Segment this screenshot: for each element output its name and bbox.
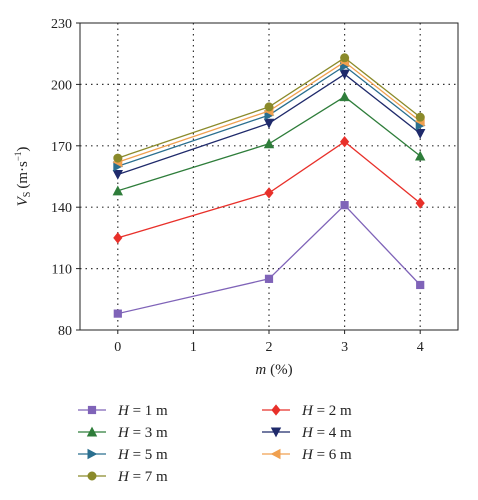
y-tick-label: 110 (52, 263, 72, 278)
data-point (263, 138, 275, 149)
grid-lines (80, 23, 458, 330)
data-point (340, 201, 349, 210)
y-tick-label: 140 (51, 201, 72, 216)
data-point (340, 136, 350, 148)
legend: H = 1 m H = 2 m H = 3 m H = 4 m H = 5 m H = 6… (78, 403, 352, 485)
x-tick-label: 3 (341, 340, 348, 355)
data-point (416, 280, 425, 290)
legend-item: H = 2 m (262, 403, 352, 419)
x-axis-ticks: 0 1 2 3 4 (114, 330, 424, 355)
legend-label: H = 3 m (117, 425, 168, 441)
legend-label: H = 1 m (117, 403, 168, 419)
series-line (117, 57, 421, 159)
data-point (339, 91, 350, 102)
series-5 (113, 60, 426, 172)
y-tick-label: 80 (58, 324, 72, 339)
series-line (117, 73, 421, 176)
legend-label: H = 4 m (301, 425, 352, 441)
legend-label: H = 6 m (301, 447, 352, 463)
data-point (340, 53, 350, 63)
data-point (112, 169, 123, 180)
data-point (264, 274, 274, 283)
data-point (415, 112, 425, 122)
legend-marker (270, 427, 282, 438)
series-3 (112, 91, 426, 196)
series-line (117, 65, 421, 167)
data-point (339, 69, 350, 80)
y-tick-label: 170 (51, 140, 72, 155)
legend-marker (87, 405, 97, 415)
data-point (415, 150, 426, 161)
plot-frame (79, 22, 459, 331)
series-line (117, 204, 421, 315)
data-point (415, 129, 426, 139)
legend-item: H = 4 m (262, 425, 352, 441)
x-tick-label: 1 (190, 340, 197, 355)
series-layer (112, 53, 426, 318)
data-point (263, 118, 275, 129)
legend-item: H = 3 m (78, 425, 168, 441)
legend-label: H = 2 m (301, 403, 352, 419)
data-point (113, 309, 122, 318)
data-point (264, 102, 274, 112)
series-7 (113, 53, 425, 163)
legend-label: H = 7 m (117, 469, 168, 485)
legend-item: H = 5 m (78, 447, 168, 463)
data-point (264, 187, 274, 199)
y-axis-ticks: 80 110 140 170 200 230 (51, 17, 80, 339)
legend-marker (270, 448, 281, 460)
legend-marker (271, 404, 281, 416)
x-tick-label: 0 (114, 340, 121, 355)
data-point (112, 185, 123, 196)
legend-marker (87, 448, 98, 460)
legend-item: H = 6 m (262, 447, 352, 463)
legend-item: H = 7 m (78, 469, 168, 485)
legend-item: H = 1 m (78, 403, 168, 419)
y-axis-label: VS(m·s−1) (13, 147, 33, 207)
x-tick-label: 4 (417, 340, 424, 355)
data-point (415, 197, 425, 209)
legend-label: H = 5 m (117, 447, 168, 463)
series-line (117, 95, 421, 192)
series-line (117, 140, 421, 239)
y-tick-label: 230 (51, 17, 72, 32)
series-4 (112, 69, 426, 180)
x-axis-label: m (%) (255, 362, 292, 378)
series-2 (113, 136, 425, 244)
legend-marker (86, 426, 98, 437)
data-point (113, 232, 123, 244)
y-tick-label: 200 (51, 78, 72, 93)
x-tick-label: 2 (266, 340, 273, 355)
data-point (113, 153, 123, 163)
series-1 (113, 201, 425, 318)
series-line (117, 61, 421, 163)
legend-marker (87, 471, 97, 481)
